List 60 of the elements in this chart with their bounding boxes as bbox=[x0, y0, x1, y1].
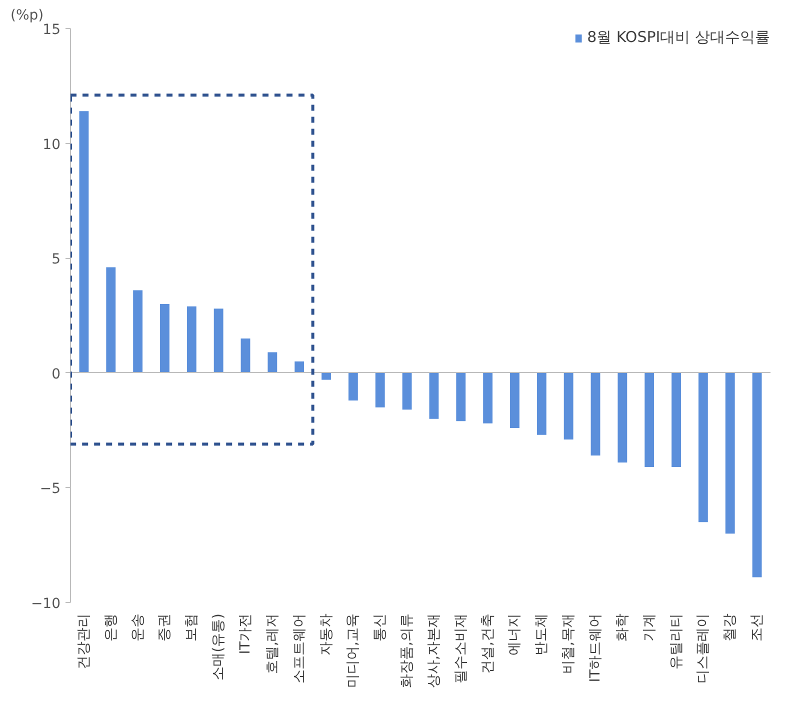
bar bbox=[590, 372, 600, 456]
x-tick-label: 철강 bbox=[722, 614, 738, 642]
bar bbox=[106, 267, 116, 373]
x-tick-label: 소매(유통) bbox=[210, 613, 227, 680]
x-tick-label: 조선 bbox=[749, 614, 766, 642]
x-tick-label: 화학 bbox=[614, 614, 630, 642]
x-tick-label: 보험 bbox=[184, 614, 200, 642]
x-tick-label: 통신 bbox=[372, 614, 388, 642]
x-tick-label: 반도체 bbox=[534, 614, 550, 656]
bar bbox=[752, 372, 762, 578]
bar bbox=[618, 372, 628, 462]
bar bbox=[510, 372, 520, 428]
x-tick-label: 필수소비재 bbox=[452, 614, 469, 684]
bar bbox=[402, 372, 412, 410]
x-tick-label: 호텔,레저 bbox=[264, 613, 280, 674]
x-tick-label: 에너지 bbox=[506, 614, 523, 656]
x-tick-label: 디스플레이 bbox=[695, 614, 712, 684]
bar bbox=[79, 111, 89, 373]
y-tick-label: −10 bbox=[30, 596, 60, 612]
bar bbox=[644, 372, 654, 468]
bar bbox=[160, 304, 170, 373]
y-tick-label: 10 bbox=[42, 136, 61, 153]
x-tick-label: 화장품,의류 bbox=[399, 613, 416, 688]
bar bbox=[268, 352, 278, 373]
x-tick-label: 자동차 bbox=[318, 614, 334, 656]
bar bbox=[698, 372, 708, 522]
bar bbox=[294, 361, 304, 373]
y-tick-label: −5 bbox=[40, 481, 61, 498]
y-tick-label: 0 bbox=[52, 366, 61, 382]
bar bbox=[429, 372, 439, 419]
bar bbox=[483, 372, 493, 424]
y-tick-label: 15 bbox=[42, 22, 61, 38]
bar bbox=[133, 290, 143, 373]
x-tick-label: 상사,자본재 bbox=[426, 613, 442, 688]
x-tick-label: 운송 bbox=[130, 614, 146, 642]
bar bbox=[186, 306, 196, 373]
bar bbox=[456, 372, 466, 422]
x-tick-label: 비철,목재 bbox=[560, 613, 577, 674]
bar bbox=[375, 372, 385, 408]
x-tick-label: 증권 bbox=[156, 614, 173, 642]
y-tick-label: 5 bbox=[52, 252, 61, 268]
bar bbox=[240, 338, 250, 373]
y-axis-title: (%p) bbox=[10, 8, 44, 24]
bar bbox=[214, 308, 224, 373]
bar bbox=[322, 372, 331, 380]
x-tick-label: 건강관리 bbox=[76, 614, 92, 670]
bar bbox=[348, 372, 358, 400]
bar bbox=[536, 372, 546, 435]
x-tick-label: 유틸리티 bbox=[668, 614, 684, 670]
x-tick-label: 미디어,교육 bbox=[345, 613, 362, 688]
x-tick-label: 소프트웨어 bbox=[291, 614, 308, 684]
x-tick-label: IT가전 bbox=[238, 613, 254, 654]
x-tick-label: 건설,건축 bbox=[480, 613, 496, 674]
x-tick-label: 기계 bbox=[641, 614, 658, 642]
bar bbox=[725, 372, 735, 534]
x-tick-label: 은행 bbox=[102, 614, 119, 642]
bar bbox=[564, 372, 574, 440]
legend-label: 8월 KOSPI대비 상대수익률 bbox=[587, 28, 770, 47]
x-tick-label: IT하드웨어 bbox=[588, 613, 604, 682]
bar bbox=[672, 372, 681, 468]
